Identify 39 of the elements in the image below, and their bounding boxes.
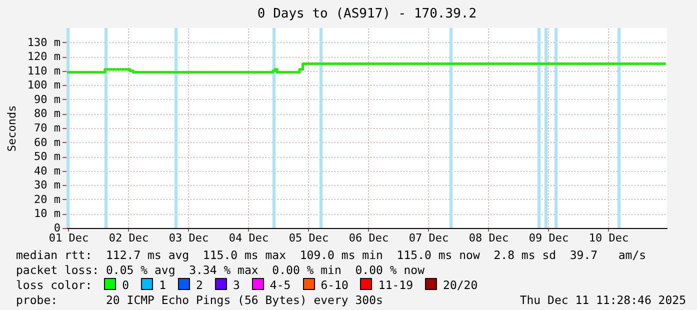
y-axis-title: Seconds [5,105,18,152]
text: 3 [232,278,240,292]
text: 11-19 [378,278,414,292]
text: loss color: [16,278,92,292]
x-tick-label: 07 Dec [408,232,449,244]
y-tick-label: 0 [54,222,60,234]
chart-title: 0 Days to (AS917) - 170.39.2 [257,6,477,22]
x-tick-label: 10 Dec [588,232,629,244]
text: 6-10 [320,278,348,292]
text: 2 [196,278,203,292]
y-tick-label: 20 m [34,192,61,206]
x-tick-label: 02 Dec [108,232,149,244]
y-tick-label: 100 m [27,78,61,92]
y-tick-label: 110 m [27,64,61,78]
x-tick-label: 05 Dec [288,232,329,244]
y-tick-label: 50 m [34,150,61,164]
x-tick-label: 06 Dec [348,232,389,244]
text: 4-5 [270,278,291,292]
y-tick-label: 70 m [34,122,61,134]
x-tick-label: 09 Dec [528,232,569,244]
y-tick-label: 30 m [34,178,61,192]
y-tick-label: 130 m [27,36,61,49]
y-tick-label: 90 m [34,92,61,106]
text: packet loss: 0.05 % avg 3.34 % max 0.00 % min 0.00 % now [16,263,426,278]
y-tick-label: 10 m [34,207,61,220]
text: 20/20 [443,278,478,292]
x-tick-label: 04 Dec [228,232,269,244]
text: median rtt: 112.7 ms avg 115.0 ms max 109.0 ms min 115.0 ms now 2.8 ms sd 39.7 am/s [16,248,648,263]
x-tick-label: 03 Dec [168,232,209,244]
text: 1 [159,278,166,292]
text: probe: 20 ICMP Echo Pings (56 Bytes) every 300s [16,293,383,308]
x-tick-label: 08 Dec [468,232,509,244]
y-tick-label: 60 m [34,136,61,149]
text: 0 [122,278,130,292]
y-tick-label: 120 m [27,50,61,64]
x-tick-label: 01 Dec [48,232,89,244]
y-tick-label: 80 m [34,107,61,120]
text: Thu Dec 11 11:28:46 2025 [520,293,686,308]
y-tick-label: 40 m [34,164,61,178]
